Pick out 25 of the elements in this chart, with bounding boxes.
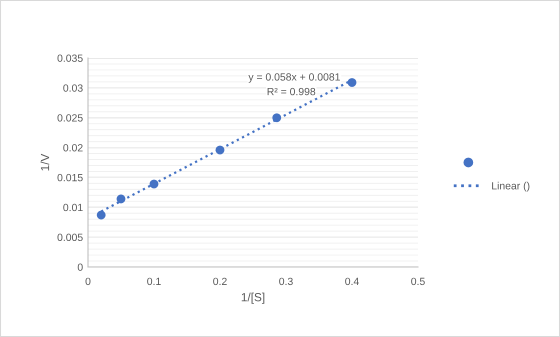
y-tick-label: 0.02: [63, 144, 83, 152]
point: [216, 146, 224, 154]
point: [116, 194, 126, 204]
x-tick-label: 0.1: [147, 278, 161, 286]
y-axis-title: 1/V: [40, 154, 50, 170]
point: [150, 180, 158, 188]
y-tick-label: 0.025: [57, 114, 83, 122]
y-tick-label: 0.035: [57, 54, 83, 62]
x-tick-label: 0.3: [279, 278, 293, 286]
x-axis-title: 1/[S]: [242, 292, 264, 304]
y-tick-label: 0.015: [57, 174, 83, 182]
point: [272, 113, 282, 122]
x-tick-label: 0.5: [411, 278, 425, 286]
x-tick-label: 0.2: [213, 278, 227, 286]
x-tick-label: 0.4: [345, 278, 359, 286]
y-tick-label: 0.01: [63, 204, 83, 212]
y-tick-label: 0.03: [63, 84, 83, 92]
y-tick-label: 0.005: [57, 234, 83, 242]
legend-label: Linear (): [492, 182, 530, 192]
point: [96, 210, 106, 220]
annotation: y = 0.058x + 0.0081: [248, 73, 340, 83]
x-tick-label: 0: [86, 278, 90, 286]
y-tick-label: 0: [78, 264, 83, 271]
annotation: R² = 0.998: [268, 88, 316, 96]
point: [348, 78, 356, 87]
